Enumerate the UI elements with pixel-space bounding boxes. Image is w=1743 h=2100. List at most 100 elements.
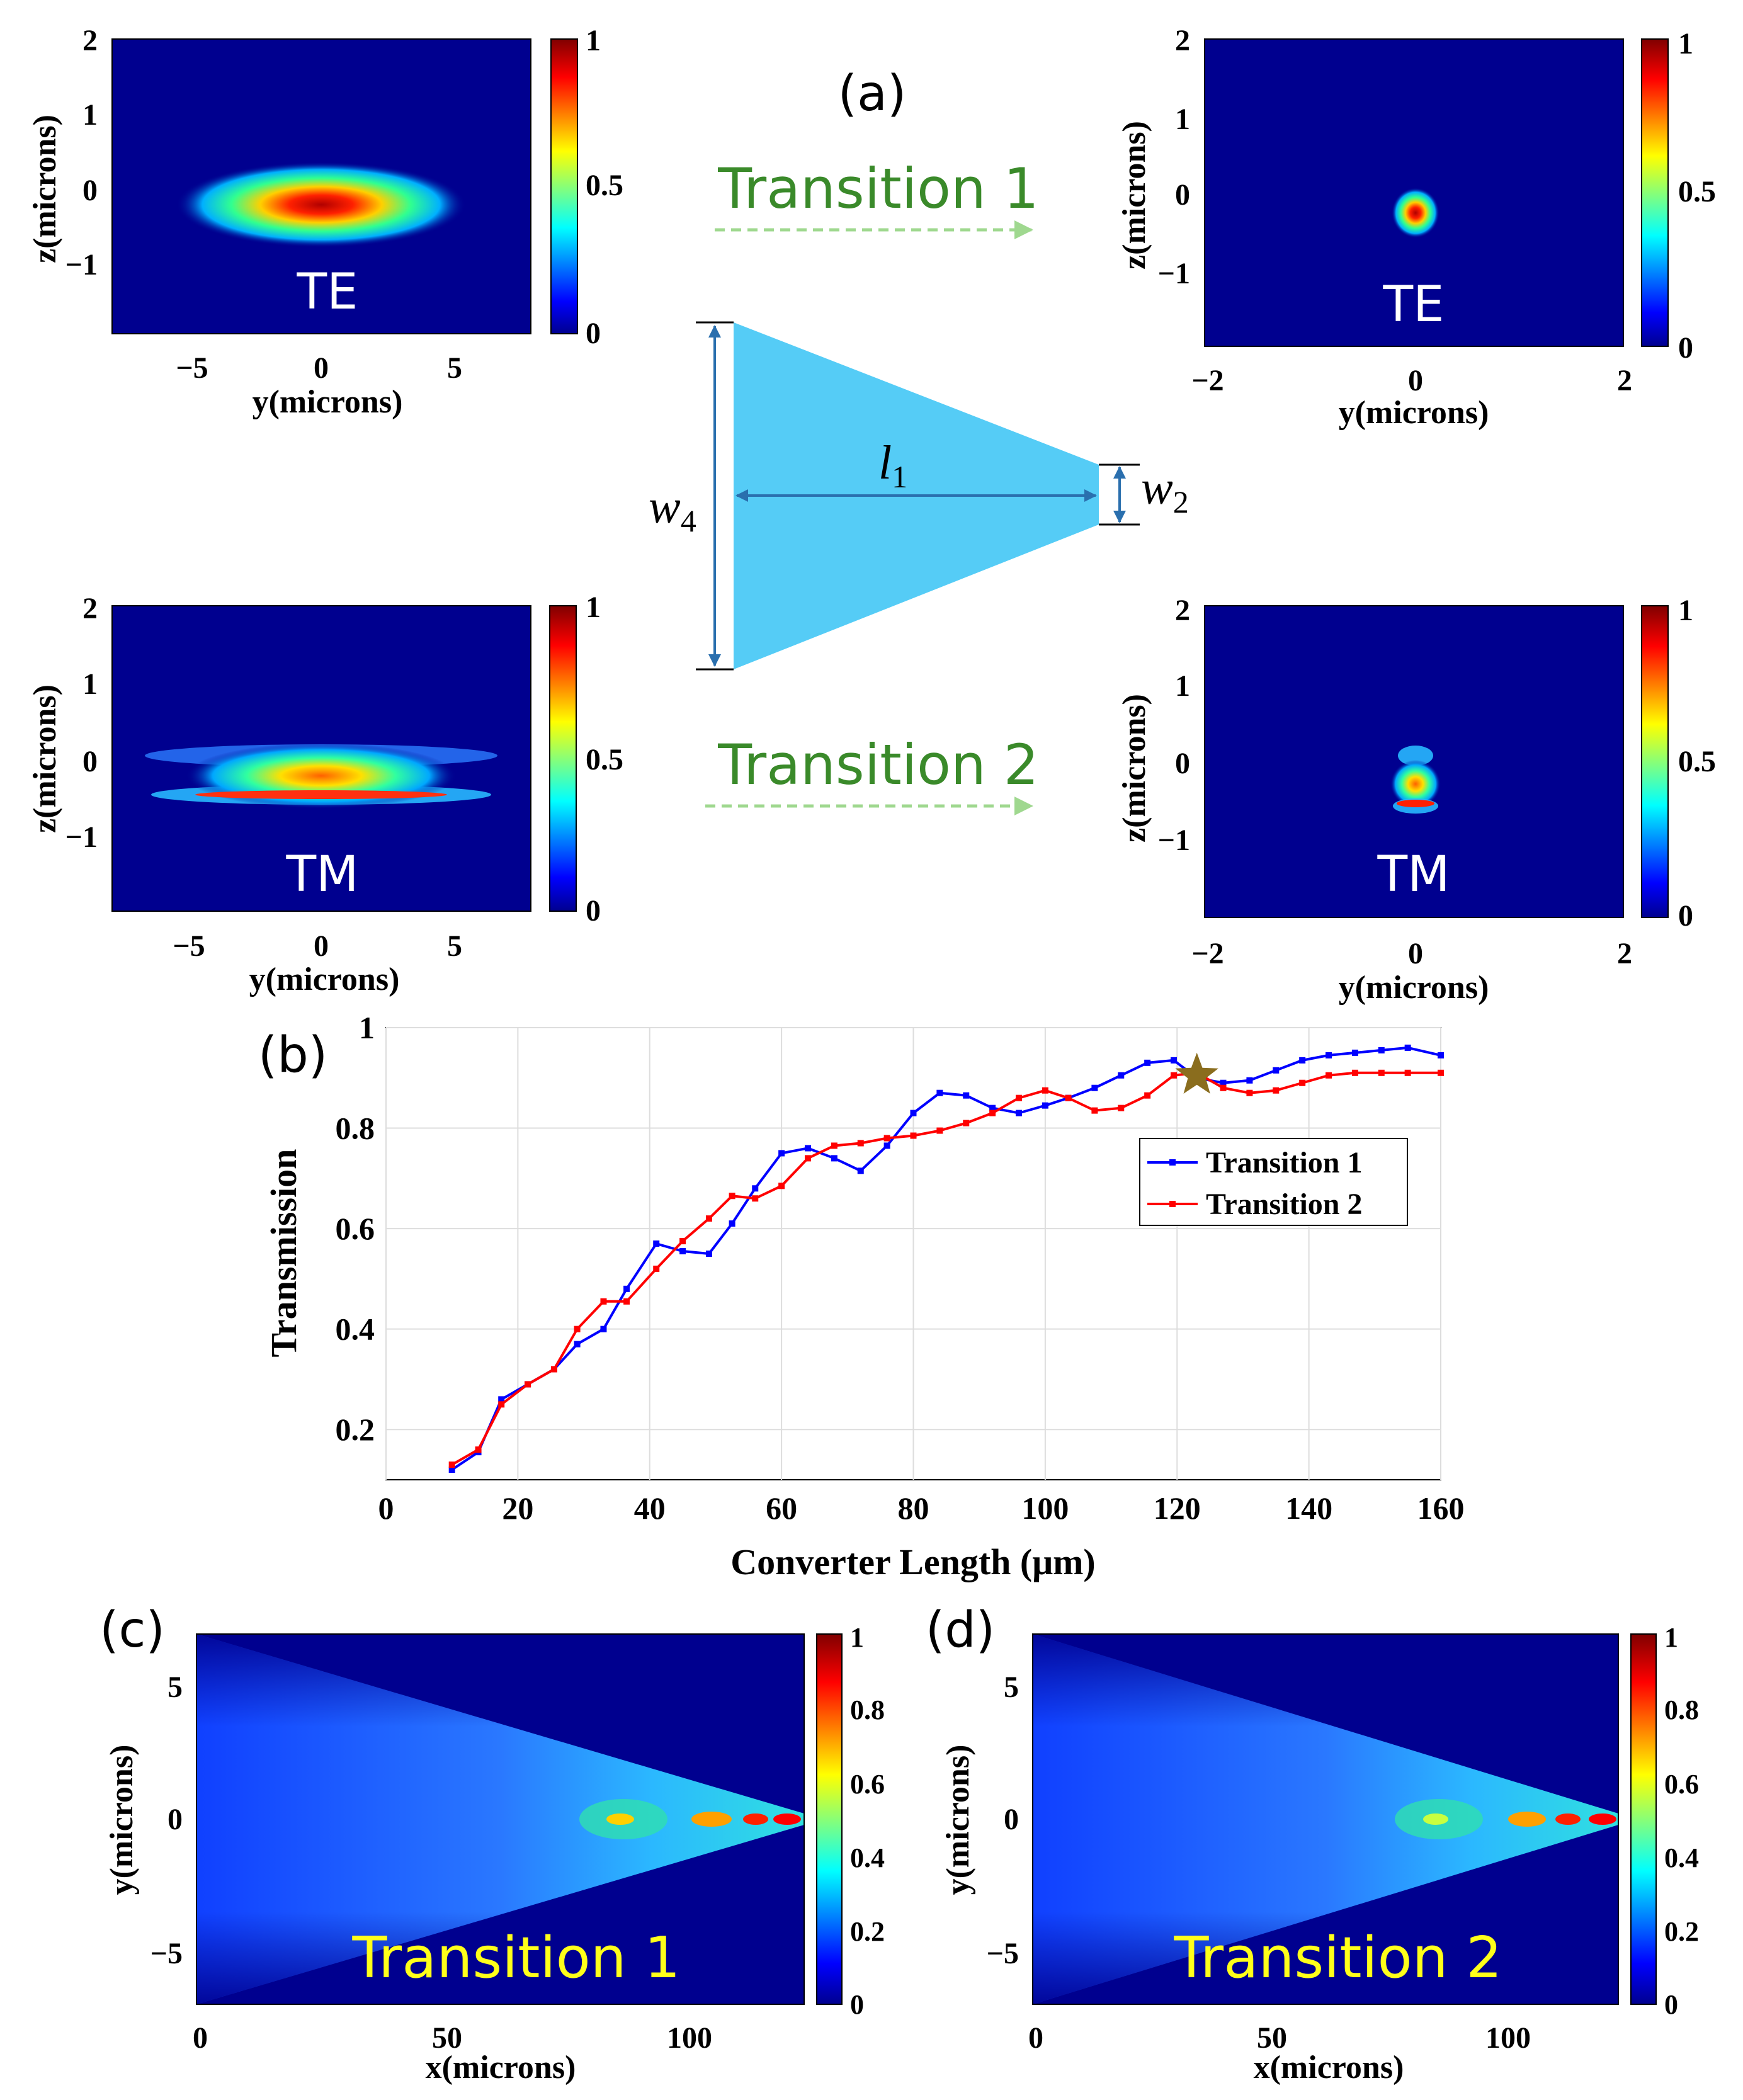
- cbar-tick: 0.8: [1664, 1694, 1699, 1725]
- data-point: [653, 1240, 660, 1247]
- data-point: [831, 1142, 837, 1149]
- chart-x-axis-label: Converter Length (μm): [730, 1541, 1095, 1582]
- y-tick: 5: [167, 1671, 183, 1704]
- field-fan-shade: [196, 1634, 804, 2004]
- data-point: [679, 1248, 686, 1255]
- data-point: [1273, 1067, 1280, 1074]
- data-point: [1118, 1104, 1125, 1111]
- panel-label-a: (a): [838, 65, 907, 122]
- y-tick: −5: [150, 1937, 183, 1970]
- data-point: [1299, 1079, 1306, 1086]
- data-point: [752, 1195, 759, 1202]
- data-point: [1299, 1057, 1306, 1064]
- data-point: [1326, 1072, 1332, 1079]
- legend-label-transition-1: Transition 1: [1206, 1146, 1362, 1179]
- panel-label-d: (d): [926, 1602, 995, 1659]
- y-tick: 5: [1004, 1671, 1019, 1704]
- field-hotspot: [1555, 1813, 1581, 1825]
- x-axis-label: y(microns): [1339, 970, 1489, 1006]
- chart-y-tick: 0.4: [336, 1312, 375, 1347]
- w2-label: w2: [1141, 462, 1189, 519]
- data-point: [778, 1150, 785, 1157]
- x-tick: 2: [1617, 937, 1632, 970]
- data-point: [963, 1120, 970, 1127]
- cbar-tick: 1: [586, 24, 601, 57]
- transition-1-label: Transition 1: [717, 156, 1039, 221]
- data-point: [1351, 1049, 1358, 1056]
- chart-ticks: 0 20 40 60 80 100 120 140 160 0.2 0.4 0.6 0.8 1: [336, 1010, 1465, 1526]
- data-point: [1220, 1084, 1227, 1091]
- colorbar: [1630, 1633, 1657, 2005]
- data-point: [805, 1155, 811, 1162]
- tm-mode-side-lobe: [1398, 746, 1433, 766]
- chart-x-tick: 40: [634, 1490, 666, 1526]
- x-tick: 50: [1257, 2021, 1287, 2055]
- data-point: [679, 1238, 686, 1245]
- cbar-tick: 0: [850, 1989, 864, 2020]
- field-hotspot: [1508, 1812, 1546, 1827]
- data-point: [910, 1110, 917, 1116]
- cbar-tick: 0.2: [850, 1916, 885, 1947]
- data-point: [1016, 1110, 1022, 1116]
- colorbar: [816, 1633, 843, 2005]
- y-tick: 2: [1175, 24, 1190, 57]
- x-tick: 0: [193, 2021, 208, 2055]
- x-tick: 100: [667, 2021, 712, 2055]
- data-point: [623, 1298, 630, 1305]
- data-point: [1273, 1087, 1280, 1094]
- plot-frame: [1204, 38, 1624, 347]
- data-point: [857, 1140, 864, 1147]
- chart-grid: [385, 1027, 1441, 1480]
- data-point: [1351, 1069, 1358, 1076]
- data-point: [448, 1461, 455, 1468]
- data-point: [623, 1285, 630, 1292]
- cbar-tick: 0.8: [850, 1694, 885, 1725]
- data-point: [1171, 1072, 1178, 1079]
- y-axis-label: z(microns): [27, 115, 63, 263]
- y-tick: −1: [1158, 824, 1190, 857]
- mode-label: TE: [297, 264, 358, 321]
- legend-box: [1139, 1138, 1408, 1226]
- l1-label: l1: [878, 436, 907, 494]
- y-tick: 1: [1175, 669, 1190, 703]
- y-tick: 1: [1175, 103, 1190, 136]
- field-hotspot: [743, 1813, 768, 1825]
- legend-marker-transition-1: [1169, 1159, 1176, 1166]
- data-point: [550, 1366, 557, 1373]
- chart-legend: Transition 1 Transition 2: [1139, 1138, 1408, 1226]
- data-point: [498, 1396, 505, 1403]
- x-tick: 50: [432, 2021, 462, 2055]
- y-tick: 1: [82, 98, 98, 132]
- cbar-tick: 0.6: [850, 1769, 885, 1800]
- colorbar: [1641, 38, 1669, 347]
- data-point: [705, 1251, 712, 1257]
- data-point: [963, 1092, 970, 1099]
- colorbar: [549, 605, 577, 912]
- x-axis-label: x(microns): [426, 2050, 576, 2086]
- y-tick: 2: [1175, 594, 1190, 627]
- data-point: [729, 1220, 735, 1227]
- cbar-tick: 1: [1678, 594, 1693, 627]
- plot-frame: [111, 38, 531, 334]
- cbar-tick: 1: [1664, 1622, 1678, 1653]
- data-point: [989, 1104, 996, 1111]
- x-tick: 0: [314, 929, 329, 963]
- y-axis-label: z(microns): [27, 684, 63, 833]
- x-axis-label: y(microns): [249, 962, 400, 997]
- y-tick: −1: [65, 248, 98, 281]
- x-tick: 100: [1485, 2021, 1531, 2055]
- field-hotspot: [1423, 1813, 1448, 1825]
- chart-x-tick: 20: [502, 1490, 533, 1526]
- y-axis-label: z(microns): [1116, 694, 1152, 843]
- data-point: [1042, 1087, 1048, 1094]
- field-hotspot: [773, 1813, 801, 1825]
- cbar-tick: 0: [1678, 331, 1693, 365]
- colorbar: [550, 38, 578, 334]
- chart-y-tick: 0.6: [336, 1211, 375, 1246]
- data-point: [1016, 1094, 1022, 1101]
- data-point: [857, 1167, 864, 1174]
- data-point: [653, 1265, 660, 1272]
- field-hotspot: [691, 1812, 732, 1827]
- cbar-tick: 0.2: [1664, 1916, 1699, 1947]
- star-marker: [1175, 1052, 1218, 1094]
